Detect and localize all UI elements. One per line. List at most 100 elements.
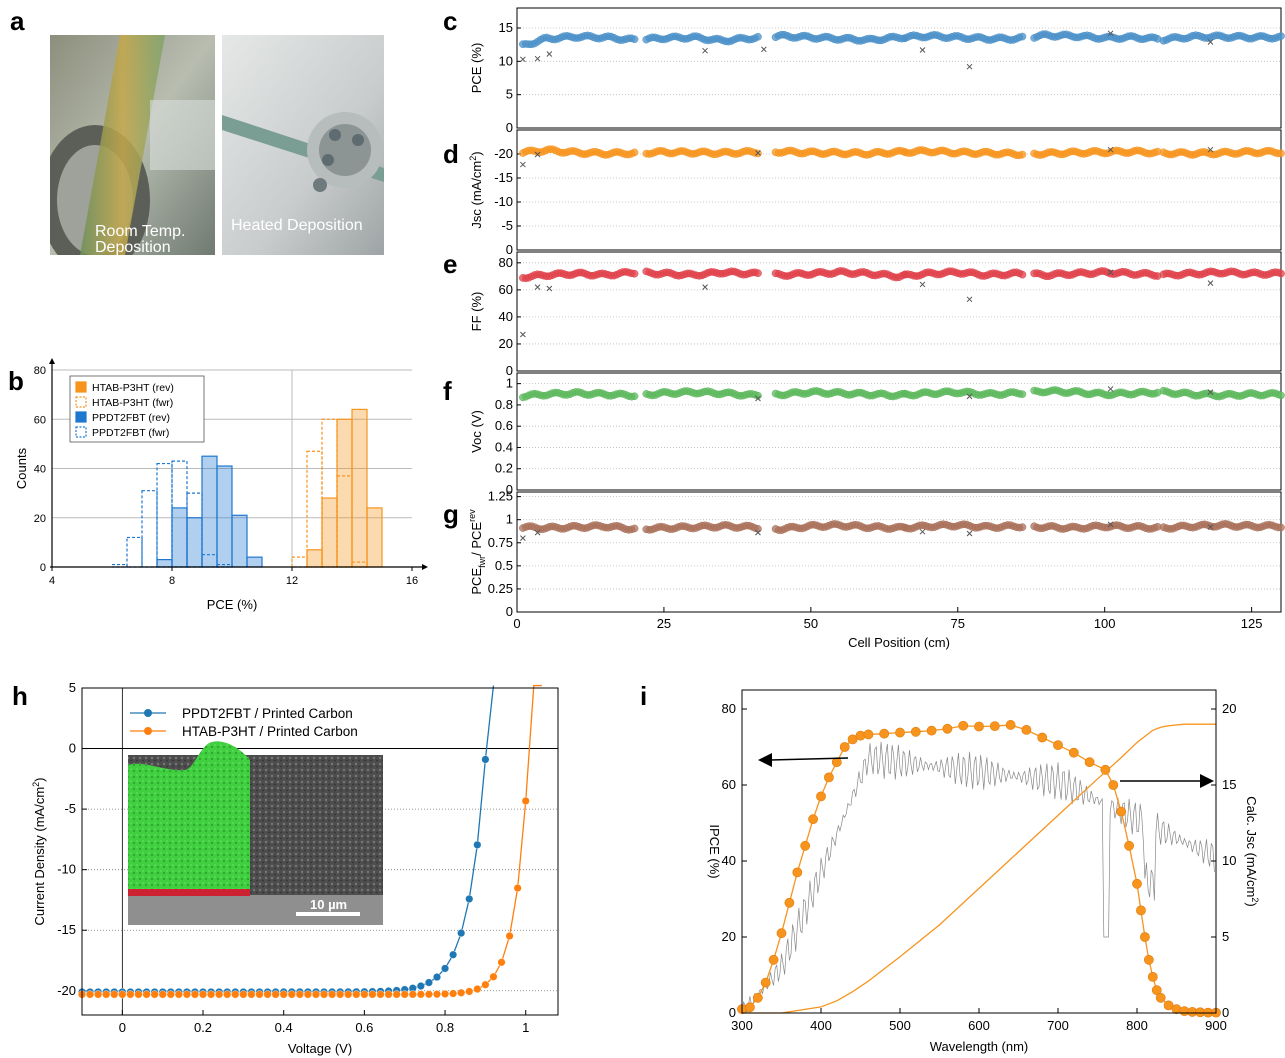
tick-label-d-y: -10 — [494, 194, 513, 209]
tick-label-cg-x: 125 — [1241, 616, 1263, 631]
tick-label-g-y: 0.5 — [495, 558, 513, 573]
hist-bar-2-3 — [201, 455, 218, 568]
ipce-point-17 — [879, 728, 890, 739]
point-c-0-38 — [630, 35, 639, 44]
solar-spectrum-line — [741, 741, 1215, 1014]
point-h-0-47 — [457, 929, 466, 938]
tick-label-f-y: 0.6 — [495, 418, 513, 433]
panel-letter-g: g — [443, 499, 459, 529]
point-h-1-12 — [174, 990, 183, 999]
cross-f-2 — [1107, 386, 1114, 392]
tick-label-i-y: 20 — [722, 929, 736, 944]
hist-bar-0-0 — [306, 549, 323, 568]
point-f-5-40 — [1277, 391, 1285, 400]
ipce-point-3 — [760, 977, 771, 988]
point-h-0-45 — [441, 964, 450, 973]
point-h-1-54 — [513, 884, 522, 893]
point-h-0-49 — [473, 840, 482, 849]
ipce-point-20 — [926, 725, 937, 736]
legend-label-b-2: PPDT2FBT (rev) — [92, 412, 170, 424]
ipce-point-32 — [1108, 780, 1119, 790]
axis-label-i-y2: Calc. Jsc (mA/cm2) — [1244, 796, 1260, 906]
tick-label-i-x: 500 — [889, 1018, 911, 1033]
axes-box-h — [81, 687, 559, 1016]
tick-label-f-y: 0.4 — [495, 439, 513, 454]
ipce-point-5 — [776, 928, 787, 939]
point-h-1-4 — [110, 990, 119, 999]
tick-label-i-y2: 5 — [1222, 929, 1229, 944]
cross-d-4 — [1207, 146, 1214, 153]
tick-label-i-x: 600 — [968, 1018, 990, 1033]
tick-label-b-x: 8 — [169, 575, 175, 587]
tick-label-h-x: 0.4 — [275, 1020, 293, 1035]
point-h-0-44 — [432, 973, 441, 982]
ipce-point-36 — [1136, 905, 1146, 916]
hist-bar-3-2 — [141, 490, 158, 568]
tick-label-cg-x: 75 — [951, 616, 965, 631]
tick-label-h-x: 0.8 — [436, 1020, 454, 1035]
point-h-1-11 — [166, 990, 175, 999]
cross-c-3 — [702, 47, 708, 54]
tick-label-f-y: 0.2 — [495, 461, 513, 476]
tick-label-h-y: 5 — [69, 680, 76, 695]
point-h-1-1 — [86, 990, 95, 999]
legend-swatch-b-1 — [75, 396, 87, 408]
cross-c-4 — [760, 46, 767, 53]
point-h-1-33 — [344, 990, 353, 999]
point-h-1-26 — [287, 990, 296, 999]
point-g-5-40 — [1277, 523, 1285, 532]
point-d-0-38 — [630, 148, 639, 157]
hist-bar-3-1 — [126, 536, 143, 568]
point-f-0-38 — [630, 392, 639, 401]
cross-e-7 — [1207, 280, 1214, 286]
tick-label-e-y: 80 — [499, 255, 513, 270]
tick-label-b-y: 80 — [34, 365, 46, 377]
point-h-1-34 — [352, 990, 361, 999]
ipce-point-9 — [808, 814, 818, 825]
hist-bar-0-2 — [336, 418, 353, 568]
tick-label-c-y: 5 — [506, 87, 513, 102]
photo-label-heated: Heated Deposition — [231, 217, 363, 234]
legend-label-h-1: HTAB-P3HT / Printed Carbon — [182, 724, 358, 739]
legend-marker-h-1 — [144, 727, 152, 735]
axes-box-c — [516, 7, 1282, 129]
point-h-1-10 — [158, 990, 167, 999]
legend-b — [69, 375, 205, 443]
point-h-1-22 — [255, 990, 264, 999]
tick-label-h-y: -10 — [57, 862, 76, 877]
hist-bar-3-3 — [156, 462, 173, 568]
point-h-1-21 — [247, 990, 256, 999]
photo-heated — [222, 35, 384, 255]
point-h-1-47 — [457, 988, 466, 997]
cross-e-4 — [919, 281, 926, 288]
hist-bar-2-5 — [231, 514, 248, 568]
legend-label-b-0: HTAB-P3HT (rev) — [92, 382, 174, 394]
cross-f-3 — [1207, 389, 1214, 395]
tick-label-i-x: 300 — [731, 1018, 753, 1033]
cross-d-3 — [1107, 146, 1114, 153]
ipce-point-37 — [1140, 932, 1150, 942]
axis-label-b-x: PCE (%) — [207, 597, 258, 612]
axis-label-i-x: Wavelength (nm) — [930, 1039, 1029, 1054]
axis-label-cg-x: Cell Position (cm) — [848, 635, 950, 650]
ipce-point-41 — [1155, 992, 1166, 1003]
tick-label-i-y: 60 — [722, 777, 736, 792]
tick-label-g-y: 0.25 — [488, 581, 513, 596]
tick-label-i-y2: 20 — [1222, 701, 1236, 716]
tick-label-b-x: 12 — [286, 575, 298, 587]
ipce-point-7 — [792, 867, 803, 878]
point-h-1-27 — [295, 990, 304, 999]
point-h-1-35 — [360, 990, 369, 999]
legend-marker-h-0 — [144, 709, 152, 717]
point-h-1-43 — [424, 990, 433, 999]
tick-label-i-x: 800 — [1126, 1018, 1148, 1033]
tick-label-b-y: 40 — [34, 464, 46, 476]
point-h-1-30 — [320, 990, 329, 999]
panel-letter-h: h — [12, 681, 28, 711]
ipce-point-34 — [1124, 840, 1134, 851]
cross-g-4 — [966, 530, 973, 537]
point-h-1-44 — [432, 990, 441, 999]
hist-bar-0-1 — [321, 497, 338, 568]
